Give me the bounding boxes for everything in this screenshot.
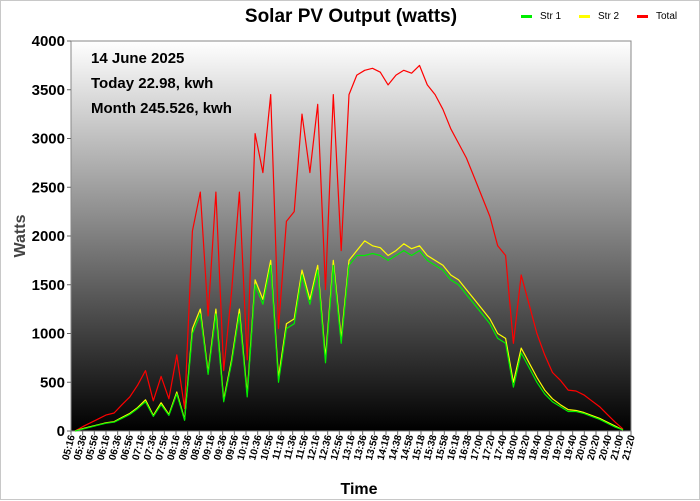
legend-item-total: Total [637, 11, 677, 22]
series-line-str-2 [74, 240, 624, 432]
legend-swatch-total [637, 15, 648, 18]
chart-title: Solar PV Output (watts) [245, 6, 457, 27]
legend-swatch-str2 [579, 15, 590, 18]
legend-label-total: Total [656, 11, 678, 22]
today-annotation: Today 22.98, kwh [91, 75, 213, 92]
y-tick-label: 3500 [32, 82, 65, 99]
y-axis-label: Watts [12, 214, 29, 257]
y-tick-label: 1000 [32, 326, 65, 343]
y-tick-label: 2500 [32, 179, 65, 196]
y-tick-label: 500 [40, 374, 65, 391]
legend-label-str2: Str 2 [598, 11, 620, 22]
series-lines [74, 64, 624, 432]
series-line-total [74, 64, 624, 432]
y-tick-label: 1500 [32, 277, 65, 294]
y-tick-label: 4000 [32, 33, 65, 50]
month-annotation: Month 245.526, kwh [91, 100, 232, 117]
y-tick-label: 2000 [32, 228, 65, 245]
y-tick-label: 3000 [32, 131, 65, 148]
x-axis: 05:1605:3605:5606:1606:3606:5607:1607:36… [61, 431, 638, 461]
y-axis: 0 500 1000 1500 2000 2500 3000 3500 4000 [32, 33, 71, 440]
y-tick-label: 0 [57, 423, 65, 440]
date-annotation: 14 June 2025 [91, 50, 184, 67]
legend-item-str1: Str 1 [521, 11, 561, 22]
plot-area [70, 40, 632, 432]
series-line-str-1 [74, 250, 624, 432]
legend-swatch-str1 [521, 15, 532, 18]
legend-item-str2: Str 2 [579, 11, 619, 22]
x-axis-label: Time [340, 481, 377, 498]
legend-label-str1: Str 1 [540, 11, 562, 22]
